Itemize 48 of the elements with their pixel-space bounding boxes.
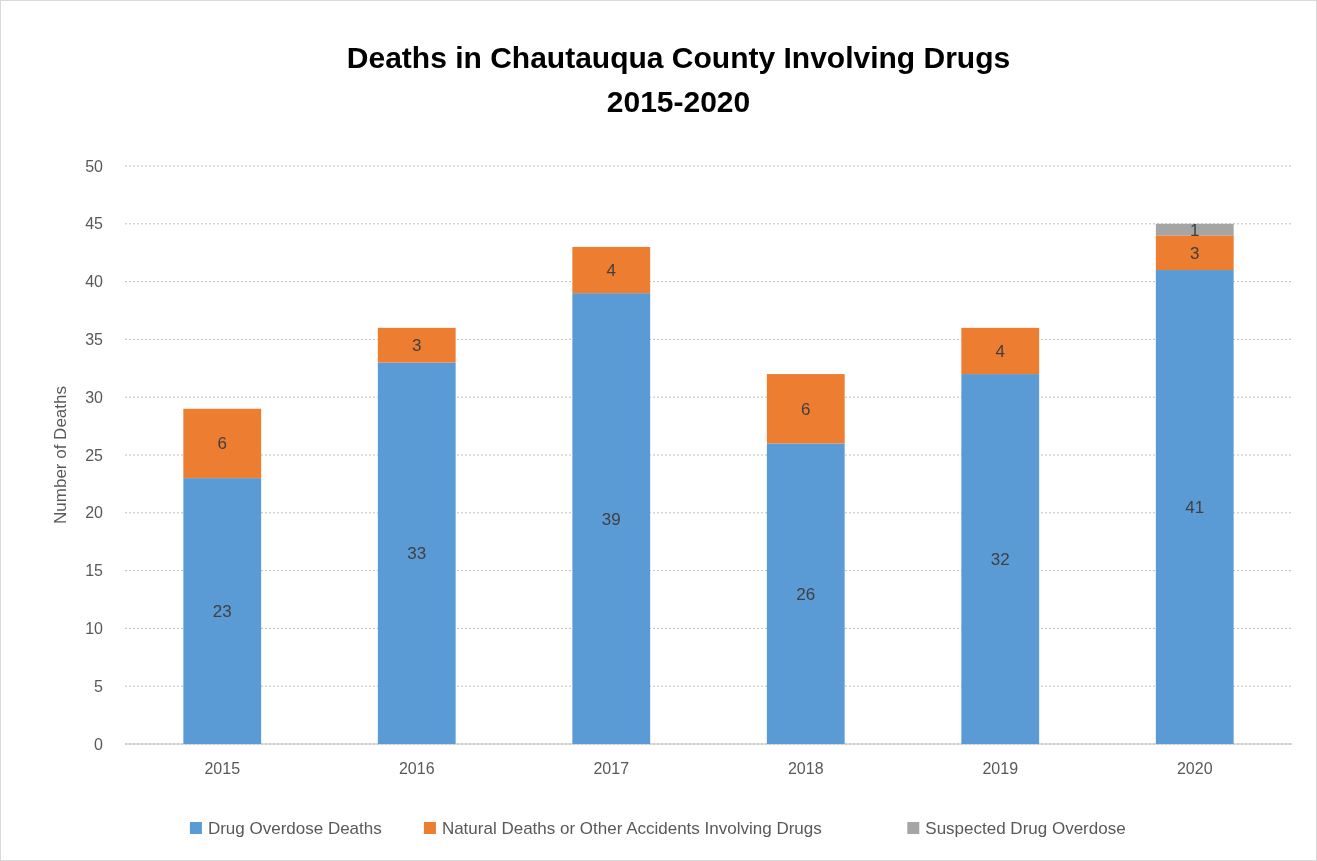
y-tick-label: 35	[85, 331, 104, 348]
bar	[1155, 235, 1234, 271]
y-tick-label: 15	[85, 562, 104, 580]
y-tick-label: 20	[85, 504, 104, 522]
legend-label: Natural Deaths or Other Accidents Involving Drugs	[441, 818, 822, 838]
data-label: 1	[1190, 220, 1200, 240]
data-label: 41	[1185, 497, 1205, 517]
bar	[572, 293, 651, 744]
bar	[183, 408, 262, 479]
y-tick-label: 45	[85, 215, 104, 233]
data-label: 4	[606, 260, 616, 280]
data-label: 26	[796, 584, 816, 604]
legend-label: Suspected Drug Overdose	[925, 818, 1126, 838]
data-label: 4	[995, 341, 1005, 361]
chart-title: Deaths in Chautauqua County Involving Drugs 2015-2020	[346, 41, 1011, 118]
bar	[377, 362, 456, 744]
bar	[766, 374, 845, 444]
y-axis-title: Number of Deaths	[51, 386, 70, 524]
x-tick-label: 2019	[982, 760, 1019, 777]
y-tick-label: 50	[85, 157, 104, 175]
x-tick-label: 2020	[1176, 760, 1213, 777]
x-tick-label: 2018	[787, 760, 824, 777]
data-label: 33	[407, 544, 427, 564]
data-label: 3	[412, 336, 422, 356]
x-tick-label: 2015	[204, 760, 241, 777]
data-label: 23	[212, 602, 232, 622]
bar	[572, 246, 651, 294]
bar	[1155, 270, 1234, 744]
legend-label: Drug Overdose Deaths	[207, 818, 382, 838]
data-label: 32	[990, 549, 1010, 569]
y-tick-label: 10	[85, 620, 104, 637]
y-tick-label: 40	[85, 273, 104, 291]
y-tick-label: 0	[94, 735, 104, 753]
y-tick-label: 25	[85, 446, 104, 464]
bar	[766, 443, 845, 744]
data-label: 39	[601, 509, 621, 529]
x-tick-label: 2017	[593, 760, 630, 777]
bar	[377, 327, 456, 363]
bar	[183, 478, 262, 744]
y-tick-label: 5	[94, 677, 104, 695]
bar	[1155, 223, 1234, 236]
data-label: 6	[801, 399, 811, 419]
x-tick-label: 2016	[398, 760, 435, 777]
bar	[961, 327, 1040, 375]
bar	[961, 374, 1040, 744]
data-label: 6	[217, 434, 227, 454]
y-tick-label: 30	[85, 388, 104, 406]
data-label: 3	[1190, 243, 1200, 263]
